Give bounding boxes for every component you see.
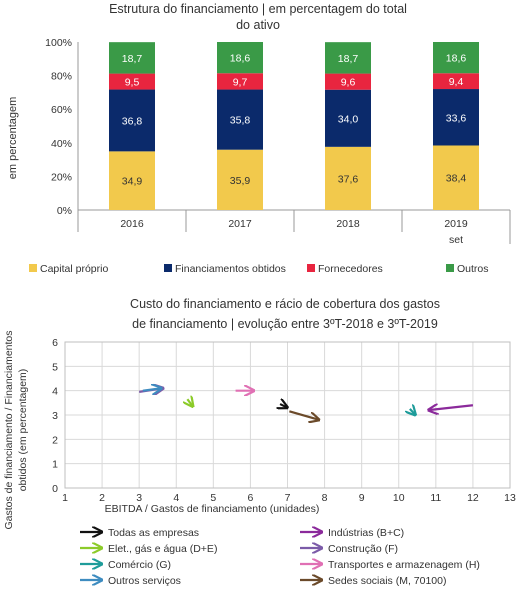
x-tick-label: 4: [173, 492, 179, 504]
x-tick-sublabel: set: [449, 234, 463, 246]
bar-segment: [433, 42, 479, 74]
chart2-title-line2: de financiamento | evolução entre 3ºT-20…: [132, 317, 438, 331]
data-label: 9,5: [125, 77, 140, 89]
chart2-y-axis-label-line1: Gastos de financiamento / Financiamentos: [3, 330, 15, 529]
data-label: 34,0: [338, 113, 359, 125]
x-tick-label: 12: [467, 492, 479, 504]
plot-frame: [64, 341, 511, 489]
legend-label: Comércio (G): [108, 559, 171, 571]
y-tick-label: 0: [52, 483, 58, 495]
legend-label: Fornecedores: [318, 263, 383, 275]
chart1-title-line1: Estrutura do financiamento | em percenta…: [109, 2, 407, 16]
x-tick-label: 5: [210, 492, 216, 504]
legend-swatch: [307, 264, 315, 272]
bar-segment: [109, 73, 155, 90]
legend-swatch: [29, 264, 37, 272]
y-tick-label: 2: [52, 434, 58, 446]
data-arrow: [410, 409, 416, 415]
legend-label: Transportes e armazenagem (H): [328, 559, 480, 571]
data-label: 18,7: [338, 53, 359, 65]
data-label: 18,6: [446, 53, 467, 65]
y-tick-label: 6: [52, 337, 58, 349]
x-tick-label: 7: [285, 492, 291, 504]
legend-label: Outros serviços: [108, 575, 181, 587]
bar-segment: [433, 89, 479, 146]
bar-segment: [109, 151, 155, 210]
y-tick-label: 3: [52, 410, 58, 422]
stacked-bar-chart: Estrutura do financiamento | em percenta…: [7, 2, 511, 275]
x-tick-label: 2017: [228, 218, 252, 230]
x-tick-label: 13: [504, 492, 516, 504]
data-label: 38,4: [446, 173, 467, 185]
x-tick-label: 2: [99, 492, 105, 504]
bar-segment: [325, 89, 371, 147]
legend-swatch: [446, 264, 454, 272]
legend-label: Outros: [457, 263, 489, 275]
y-tick-label: 20%: [51, 171, 72, 183]
data-arrow: [142, 388, 162, 390]
legend-label: Todas as empresas: [108, 527, 199, 539]
bar-segment: [217, 149, 263, 210]
data-label: 36,8: [122, 115, 143, 127]
bar-segment: [217, 89, 263, 150]
bar-segment: [217, 73, 263, 90]
arrow-scatter-chart: Custo do financiamento e rácio de cobert…: [3, 297, 516, 587]
legend-label: Sedes sociais (M, 70100): [328, 575, 446, 587]
legend-label: Elet., gás e água (D+E): [108, 543, 217, 555]
chart2-x-axis-label: EBITDA / Gastos de financiamento (unidad…: [105, 503, 320, 515]
bar-segment: [325, 73, 371, 90]
bar-segment: [433, 145, 479, 210]
data-arrow: [187, 399, 193, 406]
y-tick-label: 5: [52, 361, 58, 373]
chart2-y-axis-label-line2: obtidos (em percentagem): [17, 369, 29, 492]
y-tick-label: 1: [52, 459, 58, 471]
data-label: 18,7: [122, 53, 143, 65]
data-label: 9,4: [449, 76, 464, 88]
chart1-title-line2: do ativo: [236, 18, 280, 32]
data-label: 35,9: [230, 175, 251, 187]
data-label: 9,6: [341, 77, 356, 89]
x-tick-label: 2019: [444, 218, 468, 230]
bar-segment: [433, 73, 479, 90]
data-label: 37,6: [338, 173, 359, 185]
chart2-title-line1: Custo do financiamento e rácio de cobert…: [130, 297, 440, 311]
bar-segment: [325, 146, 371, 210]
bar-segment: [109, 42, 155, 74]
data-label: 18,6: [230, 53, 251, 65]
x-tick-label: 8: [322, 492, 328, 504]
y-tick-label: 100%: [45, 37, 72, 49]
x-tick-label: 3: [136, 492, 142, 504]
x-tick-label: 11: [430, 492, 441, 504]
y-tick-label: 4: [52, 386, 58, 398]
bar-segment: [325, 42, 371, 74]
data-arrow: [428, 405, 474, 410]
data-label: 33,6: [446, 112, 467, 124]
legend-label: Capital próprio: [40, 263, 108, 275]
bar-segment: [109, 89, 155, 152]
x-tick-label: 1: [62, 492, 68, 504]
legend-swatch: [164, 264, 172, 272]
y-tick-label: 0%: [57, 205, 72, 217]
x-tick-label: 9: [359, 492, 365, 504]
legend-label: Construção (F): [328, 543, 398, 555]
y-tick-label: 80%: [51, 71, 72, 83]
y-tick-label: 40%: [51, 138, 72, 150]
legend-label: Indústrias (B+C): [328, 527, 404, 539]
data-label: 35,8: [230, 115, 251, 127]
y-tick-label: 60%: [51, 104, 72, 116]
x-tick-label: 2018: [336, 218, 360, 230]
bar-segment: [217, 42, 263, 74]
data-arrow: [289, 410, 319, 420]
x-tick-label: 6: [247, 492, 253, 504]
data-label: 9,7: [233, 76, 248, 88]
x-tick-label: 2016: [120, 218, 144, 230]
chart1-y-axis-label: em percentagem: [7, 97, 19, 180]
data-arrow: [280, 404, 287, 408]
legend-label: Financiamentos obtidos: [175, 263, 286, 275]
data-label: 34,9: [122, 176, 143, 188]
x-tick-label: 10: [393, 492, 405, 504]
